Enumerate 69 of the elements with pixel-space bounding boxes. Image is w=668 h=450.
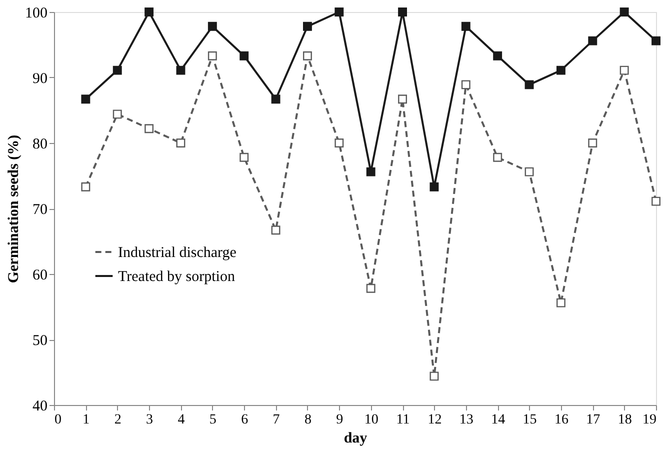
- point: [176, 66, 186, 75]
- point: [588, 138, 598, 148]
- x-tick-label: 7: [272, 412, 280, 428]
- point: [81, 182, 90, 192]
- y-tick-label: 70: [32, 202, 48, 218]
- y-tick-label: 50: [32, 333, 48, 349]
- x-tick-label: 16: [554, 412, 568, 428]
- point: [366, 167, 376, 176]
- legend-label: Industrial discharge: [118, 245, 237, 261]
- point: [588, 36, 598, 46]
- x-tick-label: 9: [336, 412, 344, 428]
- point: [524, 167, 534, 176]
- point: [81, 94, 90, 104]
- point: [398, 94, 407, 104]
- x-tick-label: 4: [178, 412, 185, 428]
- point: [208, 51, 217, 60]
- point: [208, 22, 217, 31]
- point: [112, 110, 122, 119]
- point: [240, 152, 249, 162]
- y-tick-label: 40: [32, 398, 48, 414]
- point: [176, 138, 186, 148]
- y-tick-label: 60: [32, 268, 48, 284]
- x-tick-label: 14: [491, 412, 506, 428]
- point: [430, 182, 439, 192]
- x-tick-label: 0: [54, 412, 62, 428]
- x-tick-label: 3: [146, 412, 154, 428]
- point: [493, 152, 502, 162]
- point: [144, 8, 154, 16]
- point: [620, 8, 629, 16]
- point: [144, 124, 154, 134]
- x-tick-label: 8: [304, 412, 312, 428]
- legend-label: Treated by sorption: [118, 269, 236, 285]
- x-tick-label: 2: [114, 412, 122, 428]
- point: [461, 80, 470, 90]
- point: [398, 8, 407, 16]
- point: [652, 36, 660, 46]
- y-axis-title: Germination seeds (%): [6, 134, 22, 284]
- point: [334, 138, 344, 148]
- point: [524, 80, 534, 90]
- point: [461, 22, 470, 31]
- x-tick-label: 10: [364, 412, 378, 428]
- point: [271, 94, 280, 104]
- x-tick-label: 6: [241, 412, 248, 428]
- point: [430, 372, 439, 381]
- y-tick-label: 100: [25, 6, 48, 22]
- y-tick-label: 90: [32, 71, 48, 87]
- point: [652, 196, 660, 206]
- x-tick-label: 18: [618, 412, 632, 428]
- point: [334, 8, 344, 16]
- x-tick-label: 17: [586, 412, 600, 428]
- point: [556, 66, 566, 75]
- point: [620, 66, 629, 75]
- point: [303, 51, 312, 60]
- point: [366, 284, 376, 293]
- x-tick-label: 5: [209, 412, 216, 428]
- x-tick-label: 19: [642, 412, 656, 428]
- point: [493, 51, 502, 60]
- x-tick-label: 1: [82, 412, 90, 428]
- point: [303, 22, 312, 31]
- y-tick-label: 80: [32, 136, 48, 152]
- x-tick-label: 13: [459, 412, 474, 428]
- point: [240, 51, 249, 60]
- point: [271, 226, 280, 235]
- point: [112, 66, 122, 75]
- x-tick-label: 12: [428, 412, 442, 428]
- x-tick-label: 15: [522, 412, 537, 428]
- x-axis-title: day: [344, 430, 368, 446]
- x-tick-label: 11: [396, 412, 410, 428]
- point: [556, 298, 566, 308]
